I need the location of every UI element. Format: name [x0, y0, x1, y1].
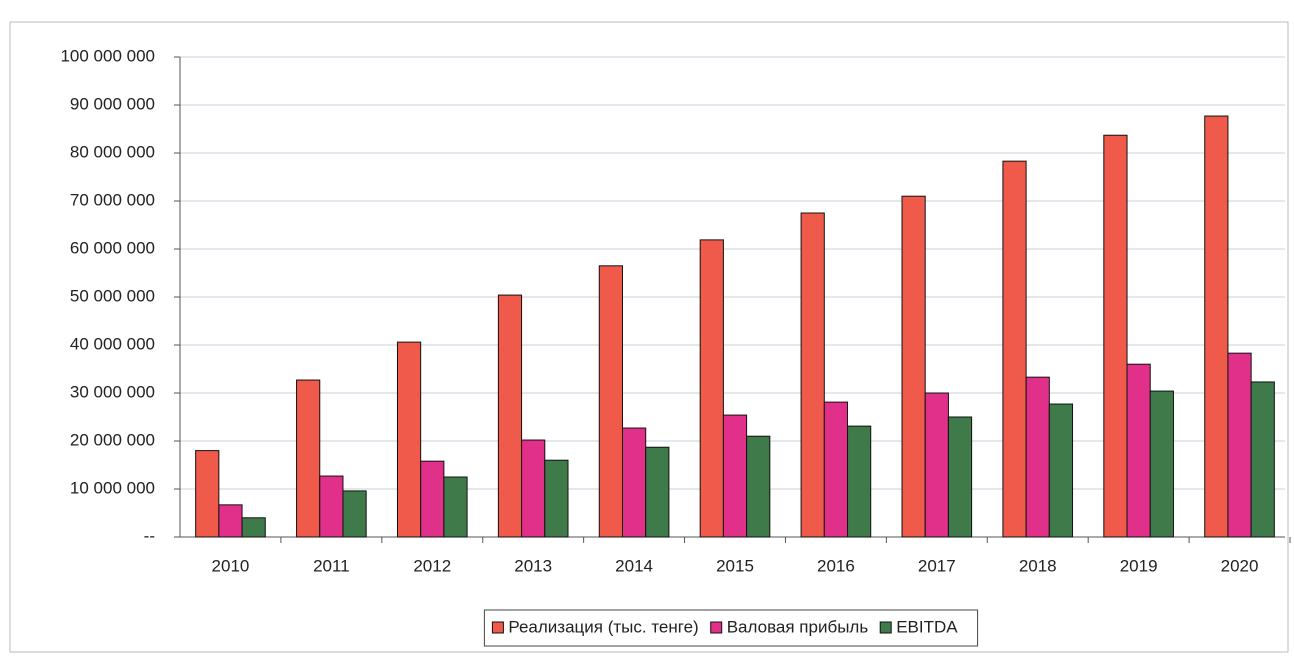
bar	[1227, 352, 1252, 538]
y-tick-label: 90 000 000	[70, 94, 155, 113]
y-tick-label: 40 000 000	[70, 334, 155, 353]
bar	[645, 446, 670, 538]
bar	[420, 460, 445, 538]
x-tick-label: 2013	[514, 556, 552, 575]
bar	[699, 239, 724, 538]
bar	[924, 392, 949, 538]
y-tick-label: 10 000 000	[70, 478, 155, 497]
y-tick-label: 80 000 000	[70, 142, 155, 161]
bar	[947, 416, 973, 538]
x-tick-label: 2014	[615, 556, 653, 575]
bar	[746, 435, 771, 538]
bar	[296, 379, 321, 538]
bar	[823, 401, 849, 538]
legend-label: EBITDA	[896, 617, 958, 636]
bar	[800, 212, 825, 538]
bar	[1204, 115, 1229, 538]
x-tick-label: 2016	[817, 556, 855, 575]
bar	[396, 341, 422, 538]
y-tick-label: 30 000 000	[70, 382, 155, 401]
bar	[218, 504, 243, 538]
bar	[621, 427, 647, 538]
y-tick-label: 70 000 000	[70, 190, 155, 209]
x-tick-label: 2017	[918, 556, 956, 575]
legend-swatch	[879, 621, 892, 634]
bar	[1025, 376, 1050, 538]
y-tick-label: --	[144, 526, 155, 545]
bar	[722, 414, 748, 538]
bar	[1002, 160, 1027, 538]
x-tick-label: 2019	[1120, 556, 1158, 575]
y-tick-label: 100 000 000	[60, 46, 155, 65]
x-tick-label: 2015	[716, 556, 754, 575]
chart-frame	[9, 21, 1289, 653]
y-tick-label: 20 000 000	[70, 430, 155, 449]
bar	[901, 195, 926, 538]
bar	[1103, 134, 1128, 538]
x-tick-label: 2012	[413, 556, 451, 575]
bar	[195, 450, 220, 538]
x-tick-label: 2011	[313, 556, 350, 575]
bar	[342, 490, 367, 538]
bar	[497, 294, 523, 538]
bar	[1149, 390, 1174, 538]
bar	[521, 439, 546, 538]
bar	[241, 517, 266, 538]
bar	[847, 425, 872, 538]
bar	[1048, 403, 1074, 538]
bar	[1126, 363, 1151, 538]
y-tick-label: 50 000 000	[70, 286, 155, 305]
bar	[443, 476, 468, 538]
x-tick-label: 2010	[212, 556, 250, 575]
legend-label: Реализация (тыс. тенге)	[508, 617, 698, 636]
bar	[598, 265, 623, 538]
x-tick-label: 2020	[1221, 556, 1259, 575]
bar	[1250, 381, 1275, 538]
x-tick-label: 2018	[1019, 556, 1057, 575]
legend-label: Валовая прибыль	[727, 617, 869, 636]
bar	[544, 459, 569, 538]
y-tick-label: 60 000 000	[70, 238, 155, 257]
legend-swatch	[491, 621, 504, 634]
legend-box	[483, 609, 979, 647]
bar	[319, 475, 344, 538]
legend-swatch	[710, 621, 723, 634]
